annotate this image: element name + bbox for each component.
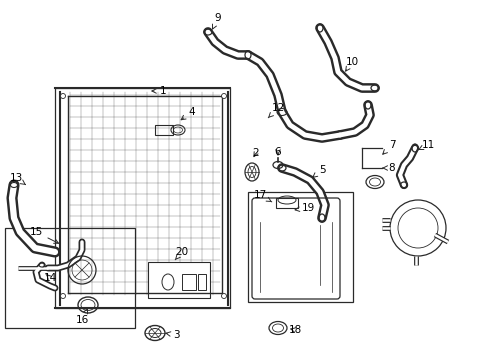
Bar: [198, 274, 206, 290]
Text: 8: 8: [383, 163, 395, 173]
Text: 2: 2: [253, 148, 259, 158]
Text: 3: 3: [166, 330, 179, 340]
Text: 10: 10: [345, 57, 359, 71]
Text: 5: 5: [313, 165, 325, 177]
Circle shape: [60, 293, 66, 298]
Bar: [55, 88, 230, 308]
Text: 4: 4: [181, 107, 196, 120]
Text: 7: 7: [383, 140, 395, 154]
Bar: [148, 262, 210, 298]
Bar: [5, 228, 135, 328]
Text: 13: 13: [9, 173, 25, 185]
Text: 11: 11: [418, 140, 435, 150]
Circle shape: [60, 94, 66, 99]
Text: 14: 14: [44, 273, 57, 283]
Text: 19: 19: [295, 203, 315, 213]
Text: 16: 16: [75, 309, 89, 325]
Text: 6: 6: [275, 147, 281, 157]
Text: 18: 18: [289, 325, 302, 335]
Text: 9: 9: [213, 13, 221, 29]
Circle shape: [221, 293, 226, 298]
Text: 20: 20: [175, 247, 189, 260]
Bar: [155, 125, 173, 135]
Text: 1: 1: [152, 86, 166, 96]
Bar: [182, 274, 196, 290]
Text: 17: 17: [253, 190, 272, 202]
Text: 15: 15: [29, 227, 58, 243]
Circle shape: [221, 94, 226, 99]
Text: 12: 12: [268, 103, 285, 118]
Bar: [276, 198, 298, 208]
Bar: [248, 192, 353, 302]
